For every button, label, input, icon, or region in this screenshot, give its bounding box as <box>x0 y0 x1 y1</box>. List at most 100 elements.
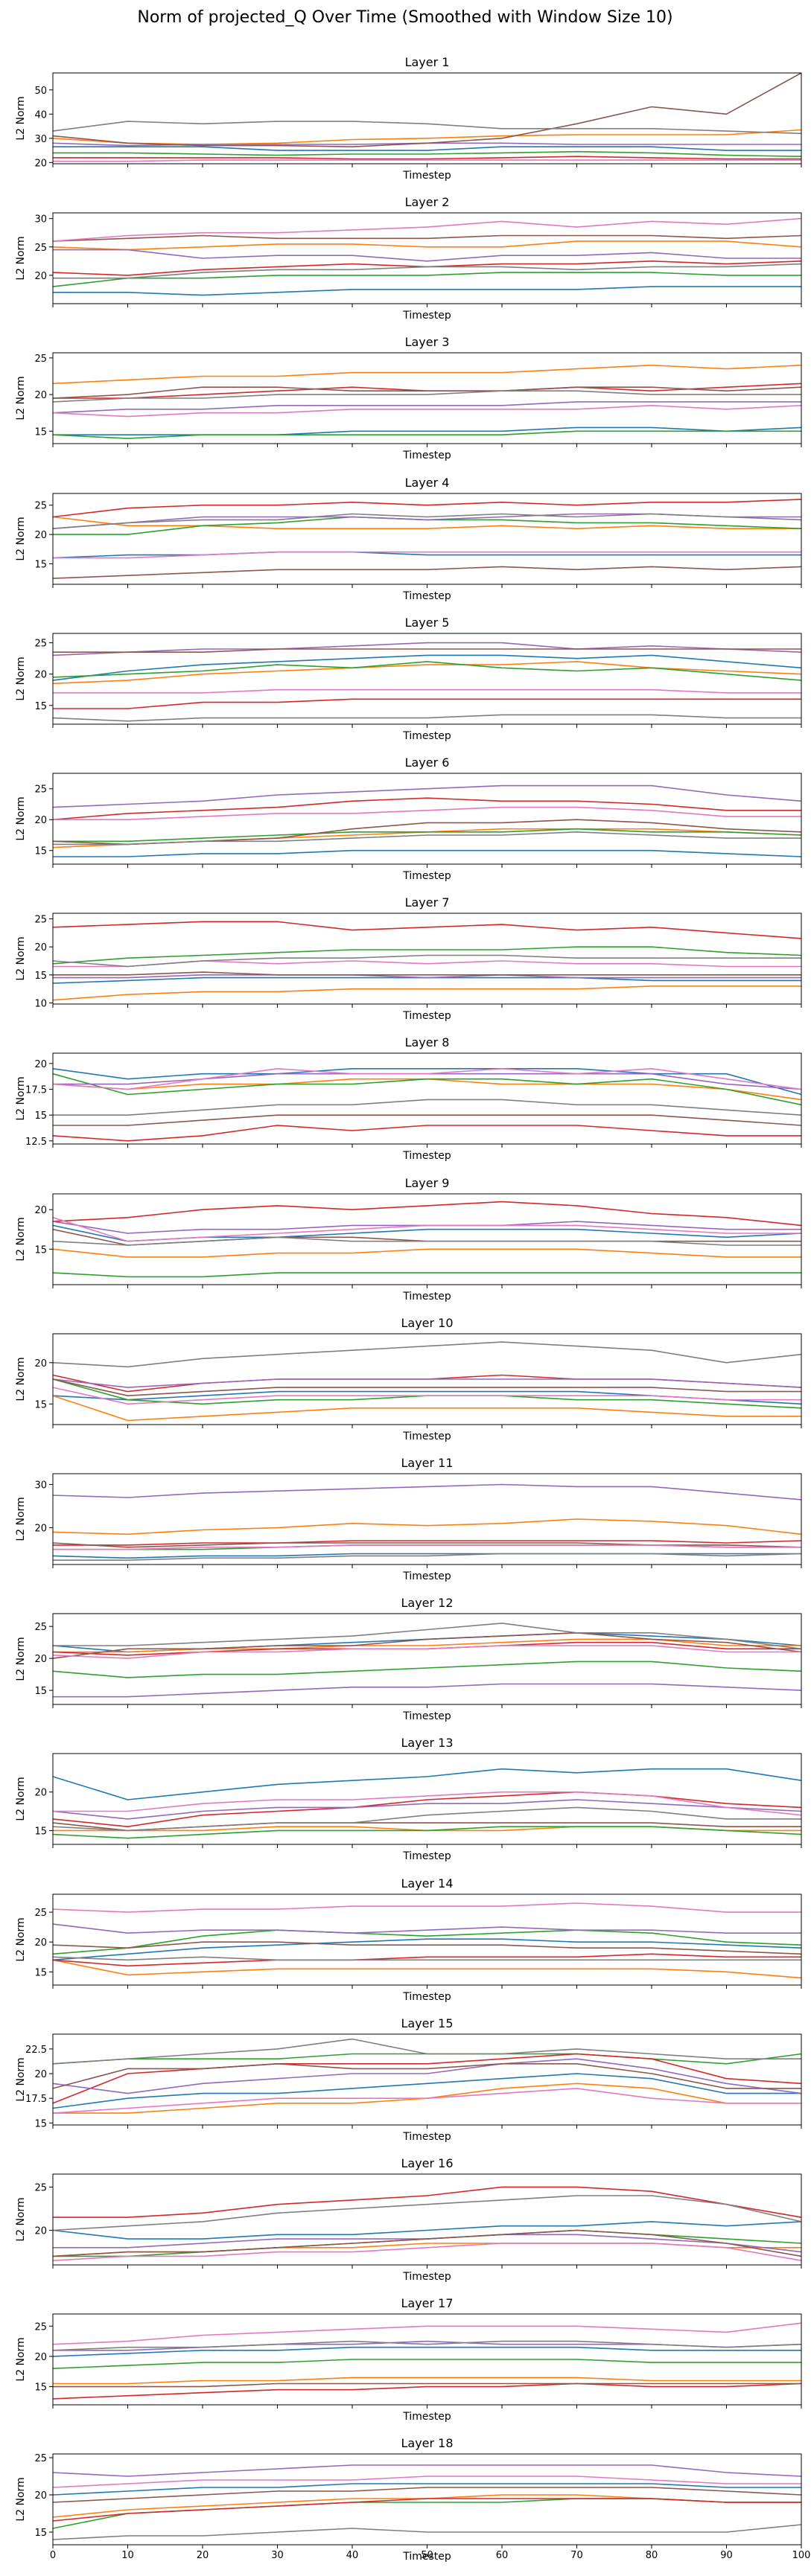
y-tick-label: 30 <box>34 134 47 145</box>
series-line-5 <box>52 1923 801 1934</box>
series-line-1 <box>52 1553 801 1559</box>
y-tick-label: 25 <box>34 354 47 365</box>
series-line-4 <box>52 2498 801 2522</box>
x-tick-label: 60 <box>496 2550 509 2561</box>
y-axis-label: L2 Norm <box>15 656 27 700</box>
y-tick-label: 15 <box>34 559 47 570</box>
series-line-5 <box>52 784 802 808</box>
axes-frame <box>52 1893 802 1986</box>
axes-frame <box>52 72 802 164</box>
subplot-title: Layer 8 <box>405 1035 450 1049</box>
axes-frame <box>52 913 802 1005</box>
subplot-title: Layer 10 <box>401 1316 453 1330</box>
subplot-layer-18: Layer 18 L2 Norm Timestep 15 20 25 0 10 20 30 40 50… <box>15 2436 810 2563</box>
x-axis-label: Timestep <box>402 2411 451 2423</box>
subplot-title: Layer 4 <box>405 476 450 490</box>
series-line-3 <box>52 2498 801 2529</box>
y-tick-label: 20 <box>34 530 47 541</box>
y-axis-label: L2 Norm <box>15 2337 27 2381</box>
y-tick-label: 25 <box>34 639 47 650</box>
series-line-4 <box>52 499 802 518</box>
axes-frame <box>52 2173 802 2266</box>
y-tick-label: 12.5 <box>25 1137 47 1148</box>
y-tick-label: 20 <box>34 1788 47 1799</box>
y-tick-label: 20 <box>34 1205 47 1216</box>
subplot-layer-6: Layer 6 L2 Norm Timestep 15 20 25 <box>15 755 802 882</box>
series-line-6 <box>52 1822 801 1832</box>
x-axis-label: Timestep <box>402 1010 451 1022</box>
y-tick-label: 25 <box>34 243 47 254</box>
series-line-7 <box>52 2243 802 2261</box>
y-tick-label: 25 <box>34 784 47 796</box>
series-line-8 <box>52 513 802 529</box>
series-line-4 <box>53 698 801 709</box>
subplot-layer-1: Layer 1 L2 Norm Timestep 20 30 40 50 <box>15 55 802 182</box>
series-line-1 <box>53 146 801 151</box>
x-axis-label: Timestep <box>402 310 451 322</box>
subplot-layer-7: Layer 7 L2 Norm Timestep 10 15 20 25 <box>15 895 802 1022</box>
series-line-4 <box>52 1791 802 1827</box>
series-line-6 <box>52 1378 801 1396</box>
y-axis-label: L2 Norm <box>15 2057 27 2101</box>
series-line-8 <box>52 2524 802 2540</box>
series-line-4 <box>52 2382 802 2400</box>
series-line-7 <box>52 2322 802 2345</box>
y-tick-label: 15 <box>34 2528 47 2539</box>
axes-frame <box>52 2453 802 2545</box>
series-line-1 <box>53 849 802 857</box>
series-line-4 <box>52 1953 801 1967</box>
series-line-7 <box>53 159 801 162</box>
series-line-3 <box>53 828 802 843</box>
series-line-3 <box>52 1073 802 1106</box>
y-tick-label: 50 <box>34 86 47 97</box>
series-line-2 <box>52 661 802 685</box>
y-tick-label: 20 <box>34 1059 47 1070</box>
series-line-2 <box>52 1518 802 1535</box>
y-tick-label: 15 <box>34 2382 47 2394</box>
series-line-6 <box>53 648 801 653</box>
series-line-4 <box>53 1540 802 1546</box>
y-tick-label: 17.5 <box>25 1085 47 1096</box>
series-line-7 <box>52 217 802 242</box>
series-line-6 <box>52 234 802 242</box>
y-tick-label: 15 <box>34 701 47 712</box>
x-axis-label: Timestep <box>402 450 451 461</box>
y-tick-label: 20 <box>34 1524 47 1535</box>
y-tick-label: 20 <box>34 1654 47 1665</box>
series-line-4 <box>52 1125 801 1142</box>
axes-frame <box>52 1473 802 1565</box>
y-tick-label: 20 <box>34 2069 47 2080</box>
x-tick-label: 30 <box>271 2550 284 2561</box>
series-line-2 <box>52 364 802 385</box>
series-line-7 <box>52 1068 802 1090</box>
y-tick-label: 15 <box>34 971 47 982</box>
series-line-6 <box>52 1941 802 1955</box>
subplot-grid: Layer 1 L2 Norm Timestep 20 30 40 50 Layer 2 L2 … <box>15 55 810 2563</box>
y-tick-label: 15 <box>34 1399 47 1410</box>
series-line-1 <box>52 2346 801 2357</box>
series-line-8 <box>53 1553 802 1561</box>
y-tick-label: 15 <box>34 1686 47 1697</box>
series-line-7 <box>52 1902 801 1913</box>
y-tick-label: 30 <box>34 1480 47 1492</box>
series-line-3 <box>52 272 801 287</box>
series-line-4 <box>52 921 802 939</box>
series-line-5 <box>52 401 801 414</box>
y-tick-label: 25 <box>34 2321 47 2333</box>
series-line-7 <box>52 1645 801 1659</box>
x-tick-label: 40 <box>346 2550 359 2561</box>
axes-frame <box>52 493 802 585</box>
y-tick-label: 20 <box>34 942 47 953</box>
subplot-title: Layer 5 <box>405 616 450 630</box>
series-line-2 <box>52 1959 802 1979</box>
y-tick-label: 20 <box>34 2226 47 2237</box>
series-line-4 <box>52 797 801 820</box>
subplot-layer-14: Layer 14 L2 Norm Timestep 15 20 25 <box>15 1876 802 2003</box>
series-line-8 <box>53 1099 802 1116</box>
series-line-8 <box>53 831 801 846</box>
series-line-1 <box>52 2483 801 2496</box>
series-line-4 <box>52 260 802 276</box>
subplot-layer-12: Layer 12 L2 Norm Timestep 15 20 25 <box>15 1596 802 1722</box>
y-tick-label: 17.5 <box>25 2094 47 2105</box>
